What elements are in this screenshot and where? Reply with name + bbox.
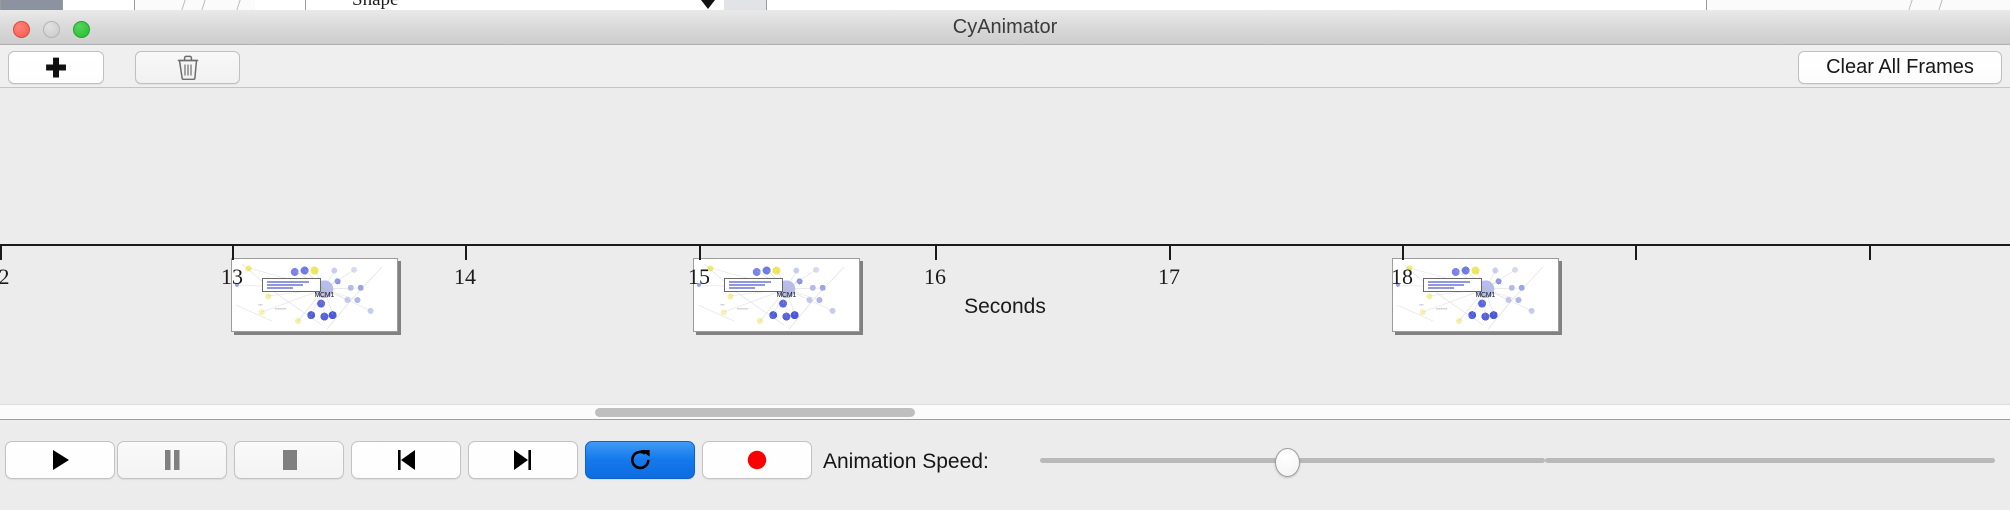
bg-divider <box>201 0 206 10</box>
record-icon <box>747 450 767 470</box>
scrollbar-thumb[interactable] <box>595 408 915 417</box>
node-tooltip-box <box>1422 277 1483 292</box>
stop-button[interactable] <box>234 441 344 479</box>
loop-icon <box>630 449 650 469</box>
playback-toolbar: Animation Speed: <box>0 419 2010 510</box>
network-graph-preview <box>1393 259 1558 331</box>
record-button[interactable] <box>702 441 812 479</box>
window-title: CyAnimator <box>952 16 1058 38</box>
clear-all-frames-button[interactable]: Clear All Frames <box>1798 51 2002 84</box>
node-tooltip-box <box>261 277 322 292</box>
maximize-window-button[interactable] <box>73 21 90 38</box>
timeline-panel[interactable]: MCM1 ▫▫▫ ▫▫▫▫▫▫▫▫ <box>0 88 2010 419</box>
network-graph-preview <box>694 259 859 331</box>
axis-tick <box>232 246 234 260</box>
axis-tick-label: 16 <box>924 264 946 289</box>
axis-tick <box>1869 246 1871 260</box>
axis-tick <box>1169 246 1171 260</box>
bg-chip <box>724 0 767 10</box>
timeline-frame-thumbnail[interactable]: MCM1 ▫▫▫ ▫▫▫▫▫▫▫▫ <box>1392 258 1559 332</box>
bg-divider <box>181 0 186 10</box>
axis-tick <box>1635 246 1637 260</box>
skip-backward-icon <box>398 450 415 470</box>
bg-divider <box>1908 0 1913 10</box>
axis-tick <box>1402 246 1404 260</box>
axis-tick-label: 18 <box>1391 264 1413 289</box>
hub-node-label: MCM1 <box>1475 292 1496 300</box>
loop-button[interactable] <box>585 441 695 479</box>
bg-chip <box>63 0 135 10</box>
timeline-axis <box>0 244 2010 246</box>
skip-to-start-button[interactable] <box>351 441 461 479</box>
animation-speed-slider-thumb[interactable] <box>1275 448 1300 477</box>
toolbar: ✚ Clear All Frames <box>0 45 2010 88</box>
timeline-frame-thumbnail[interactable]: MCM1 ▫▫▫ ▫▫▫▫▫▫▫▫ <box>693 258 860 332</box>
trash-icon <box>177 55 198 80</box>
bg-chip <box>306 0 1707 10</box>
timeline-frame-thumbnail[interactable]: MCM1 ▫▫▫ ▫▫▫▫▫▫▫▫ <box>231 258 398 332</box>
clear-all-frames-label: Clear All Frames <box>1826 56 1974 78</box>
skip-forward-icon <box>514 450 531 470</box>
stop-icon <box>282 450 297 470</box>
axis-tick-label: 14 <box>454 264 476 289</box>
axis-tick <box>935 246 937 260</box>
animation-speed-label: Animation Speed: <box>823 450 989 473</box>
network-graph-preview <box>232 259 397 331</box>
axis-tick-label: 13 <box>221 264 243 289</box>
timeline-scrollbar[interactable] <box>0 404 2010 419</box>
hub-node-label: MCM1 <box>314 292 335 300</box>
close-window-button[interactable] <box>13 21 30 38</box>
axis-tick-label: 15 <box>688 264 710 289</box>
add-frame-button[interactable]: ✚ <box>8 51 104 84</box>
node-tooltip-box <box>723 277 784 292</box>
axis-tick-label: 2 <box>0 264 10 289</box>
bg-chip <box>0 0 63 10</box>
axis-caption: Seconds <box>964 295 1046 318</box>
caret-icon <box>701 0 715 9</box>
plus-icon: ✚ <box>45 52 67 83</box>
play-icon <box>53 450 69 470</box>
bg-divider <box>1938 0 1943 10</box>
play-button[interactable] <box>5 441 115 479</box>
axis-tick <box>465 246 467 260</box>
axis-tick-label: 17 <box>1158 264 1180 289</box>
bg-chip-spacer <box>0 0 1 10</box>
axis-tick <box>699 246 701 260</box>
pause-button[interactable] <box>117 441 227 479</box>
minimize-window-button[interactable] <box>43 21 60 38</box>
title-bar: CyAnimator <box>0 10 2010 45</box>
pause-icon <box>165 450 180 470</box>
hub-node-label: MCM1 <box>776 292 797 300</box>
animation-speed-slider-track-right[interactable] <box>1545 458 1995 463</box>
skip-to-end-button[interactable] <box>468 441 578 479</box>
bg-divider <box>236 0 241 10</box>
bg-chip <box>255 0 306 10</box>
axis-tick <box>0 246 2 260</box>
background-window-label: Shape <box>352 0 398 10</box>
delete-frame-button[interactable] <box>135 51 240 84</box>
